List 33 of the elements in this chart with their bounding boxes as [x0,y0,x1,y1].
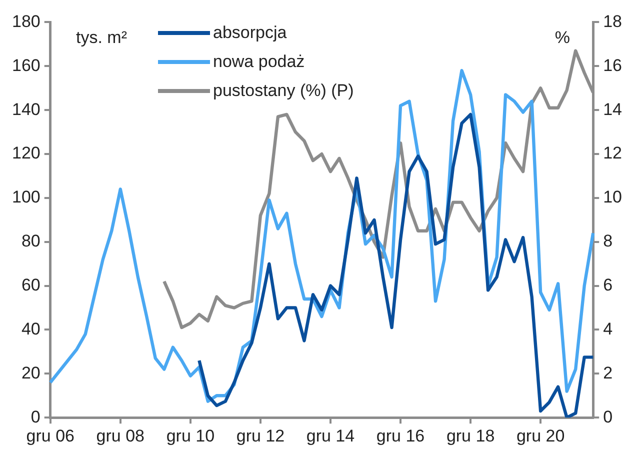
y2-tick-label: 2 [603,363,613,382]
y-tick-label: 40 [21,319,40,338]
y2-tick-label: 14 [603,100,622,119]
y2-tick-label: 6 [603,275,613,294]
x-tick-label: gru 16 [376,426,425,446]
legend-label: nowa podaż [213,51,305,73]
x-tick-label: gru 08 [96,426,144,446]
y2-tick-label: 4 [603,319,613,338]
y-axis-title: tys. m² [76,28,127,48]
y-tick-label: 100 [12,188,40,207]
y2-tick-label: 12 [603,144,622,163]
y2-tick-label: 10 [603,188,622,207]
y-tick-label: 60 [21,275,40,294]
x-tick-label: gru 18 [446,426,495,446]
x-tick-label: gru 12 [236,426,285,446]
x-tick-label: gru 10 [166,426,215,446]
y2-tick-label: 8 [603,232,613,251]
y-tick-label: 140 [12,100,40,119]
legend-label: pustostany (%) (P) [213,80,354,102]
y2-tick-label: 0 [603,407,613,426]
y2-tick-label: 16 [603,56,622,75]
y2-axis-title: % [554,28,570,48]
y-tick-label: 20 [21,363,40,382]
y-tick-label: 180 [12,12,40,31]
y-tick-label: 0 [30,407,40,426]
x-tick-label: gru 14 [306,426,355,446]
y-tick-label: 80 [21,232,40,251]
y-tick-label: 120 [12,144,40,163]
x-tick-label: gru 06 [26,426,74,446]
x-tick-label: gru 20 [516,426,565,446]
y2-tick-label: 18 [603,12,622,31]
legend-label: absorpcja [213,22,287,44]
y-tick-label: 160 [12,56,40,75]
